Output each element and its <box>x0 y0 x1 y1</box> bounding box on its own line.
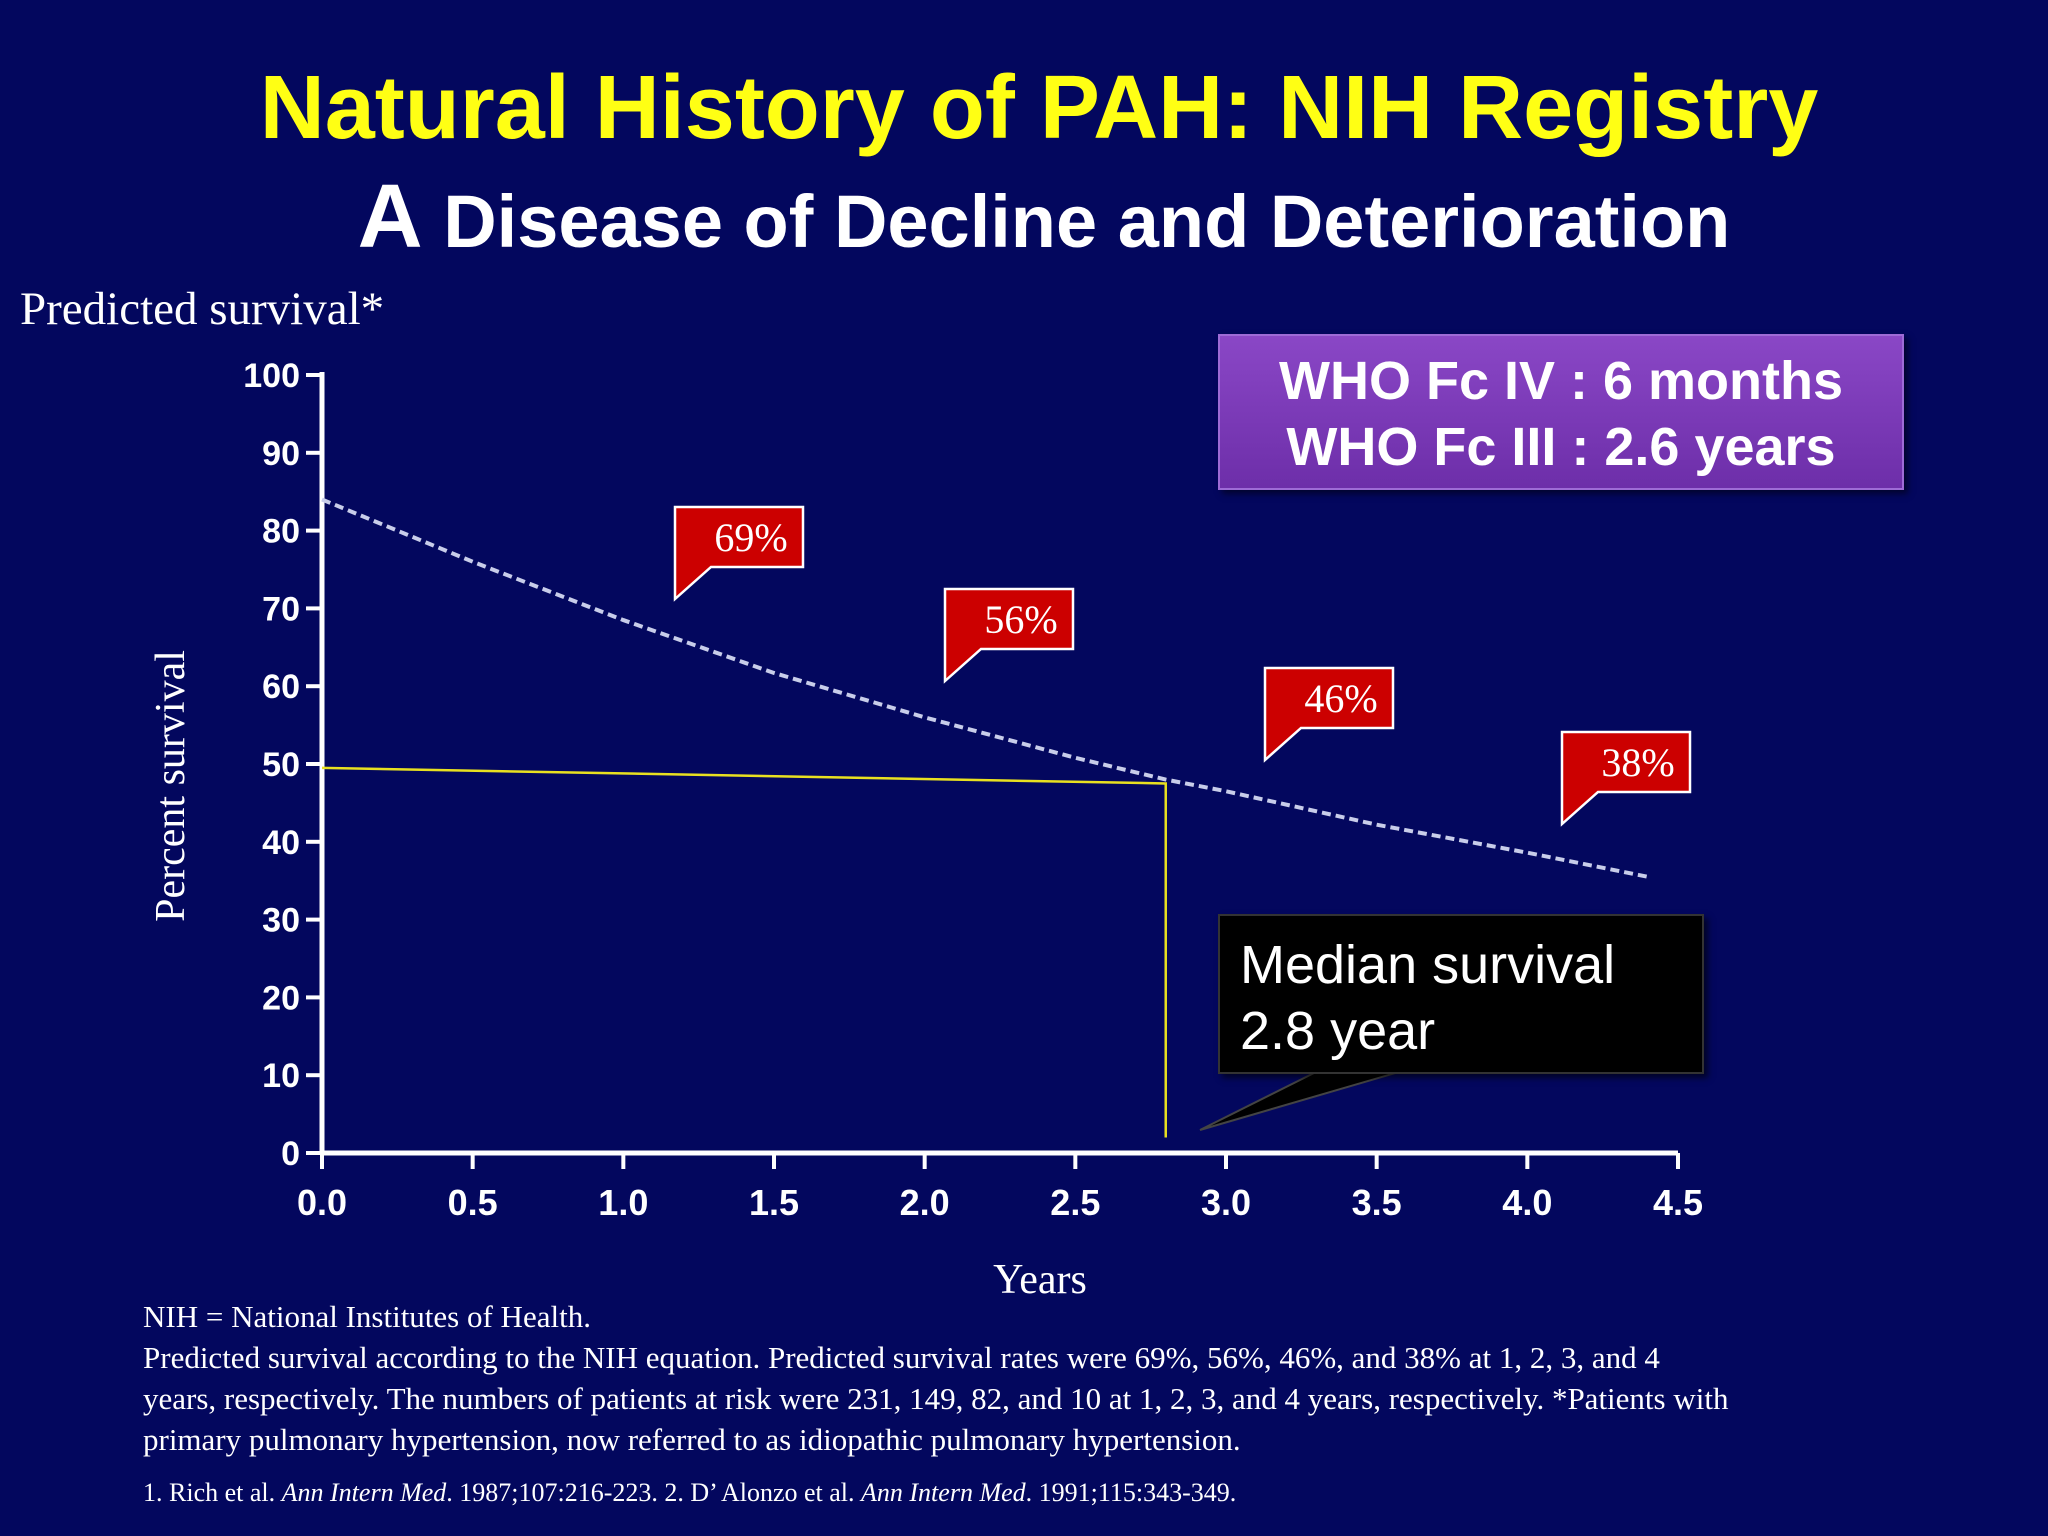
chart-callouts: 69% 56% 46% 38% <box>673 505 1692 827</box>
percent-callout: 56% <box>943 587 1075 684</box>
footnote-line-3: years, respectively. The numbers of pati… <box>143 1381 1729 1416</box>
x-tick-label: 1.5 <box>749 1182 799 1223</box>
callout-label: 56% <box>984 597 1057 642</box>
references: 1. Rich et al. Ann Intern Med. 1987;107:… <box>143 1478 1236 1508</box>
median-survival-box: Median survival 2.8 year <box>1218 914 1704 1074</box>
x-tick-label: 4.5 <box>1653 1182 1703 1223</box>
x-tick-label: 0.5 <box>448 1182 498 1223</box>
median-survival-line <box>321 766 1167 1138</box>
ref-2-journal: Ann Intern Med <box>861 1478 1026 1507</box>
y-tick-label: 50 <box>262 746 300 784</box>
chart-series <box>321 497 1649 1138</box>
y-tick-label: 10 <box>262 1057 300 1095</box>
footnote-line-4: primary pulmonary hypertension, now refe… <box>143 1422 1241 1457</box>
y-tick-label: 20 <box>262 979 300 1017</box>
y-tick-label: 0 <box>281 1135 300 1173</box>
x-tick-label: 3.0 <box>1201 1182 1251 1223</box>
callout-label: 38% <box>1601 740 1674 785</box>
x-axis-label: Years <box>993 1257 1087 1303</box>
predicted-survival-curve <box>321 497 1649 879</box>
x-tick-label: 2.0 <box>900 1182 950 1223</box>
who-survival-box: WHO Fc IV : 6 months WHO Fc III : 2.6 ye… <box>1218 334 1904 490</box>
who-fc-iii-line: WHO Fc III : 2.6 years <box>1286 417 1836 477</box>
callout-shape <box>1263 666 1395 763</box>
subtitle-lead: A <box>357 167 423 267</box>
y-tick-label: 90 <box>262 435 300 473</box>
y-tick-label: 40 <box>262 824 300 862</box>
footnote-line-2: Predicted survival according to the NIH … <box>143 1340 1660 1375</box>
ref-1-suffix: . 1987;107:216-223. 2. D’ Alonzo et al. <box>446 1478 862 1507</box>
y-tick-label: 100 <box>243 357 300 395</box>
predicted-survival-label: Predicted survival* <box>20 283 385 335</box>
callout-shape <box>943 587 1075 684</box>
x-tick-label: 2.5 <box>1050 1182 1100 1223</box>
x-tick-label: 1.0 <box>598 1182 648 1223</box>
footnote: NIH = National Institutes of Health. Pre… <box>143 1296 1943 1460</box>
y-tick-label: 80 <box>262 513 300 551</box>
y-tick-label: 60 <box>262 668 300 706</box>
who-fc-iv-line: WHO Fc IV : 6 months <box>1278 351 1844 411</box>
y-axis-label: Percent survival <box>148 650 194 922</box>
percent-callout: 38% <box>1560 730 1692 827</box>
subtitle-rest: Disease of Decline and Deterioration <box>422 180 1731 263</box>
x-tick-label: 0.0 <box>297 1182 347 1223</box>
y-tick-label: 30 <box>262 902 300 940</box>
chart-axes: 0 10 20 30 40 50 60 70 80 90 100 0.0 0.5 1.0 1.5 2.0 2.5… <box>148 357 1703 1303</box>
percent-callout: 69% <box>673 505 805 602</box>
callout-label: 46% <box>1304 676 1377 721</box>
median-survival-line2: 2.8 year <box>1240 1001 1436 1061</box>
y-tick-label: 70 <box>262 590 300 628</box>
callout-label: 69% <box>714 515 787 560</box>
ref-2-suffix: . 1991;115:343-349. <box>1025 1478 1237 1507</box>
callout-shape <box>673 505 805 602</box>
callout-shape <box>1560 730 1692 827</box>
slide-subtitle: A Disease of Decline and Deterioration <box>0 172 2048 267</box>
ref-1-prefix: 1. Rich et al. <box>143 1478 282 1507</box>
x-tick-label: 4.0 <box>1502 1182 1552 1223</box>
slide-title: Natural History of PAH: NIH Registry <box>259 58 1819 158</box>
median-survival-line1: Median survival <box>1240 935 1616 995</box>
footnote-line-1: NIH = National Institutes of Health. <box>143 1299 591 1334</box>
percent-callout: 46% <box>1263 666 1395 763</box>
ref-1-journal: Ann Intern Med <box>281 1478 447 1507</box>
x-tick-label: 3.5 <box>1352 1182 1402 1223</box>
